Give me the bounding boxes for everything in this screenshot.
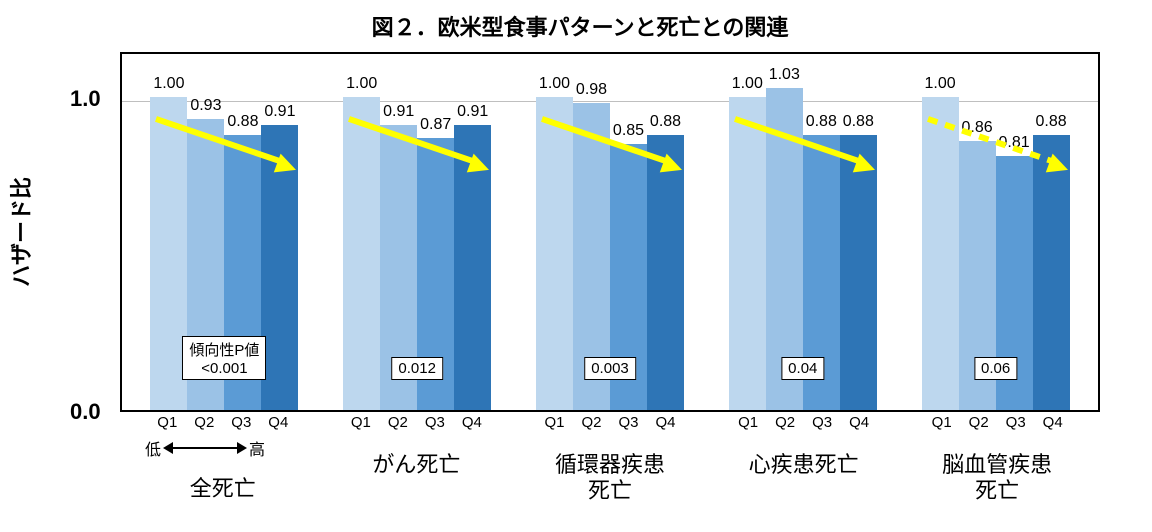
x-quartile-label: Q1: [923, 414, 960, 431]
x-quartile-label: Q4: [260, 414, 297, 431]
bar: 0.91: [261, 125, 298, 410]
bar: 1.00: [922, 97, 959, 410]
bars-row: 1.000.980.850.880.003: [536, 54, 684, 410]
bar: 0.88: [647, 135, 684, 410]
p-value-box: 0.04: [781, 357, 824, 380]
x-quartile-label: Q2: [573, 414, 610, 431]
x-quartile-label: Q1: [342, 414, 379, 431]
group-titles: 全死亡がん死亡循環器疾患死亡心疾患死亡脳血管疾患死亡: [120, 452, 1100, 505]
group-title: 心疾患死亡: [707, 452, 901, 505]
x-quartile-labels: Q1Q2Q3Q4Q1Q2Q3Q4Q1Q2Q3Q4Q1Q2Q3Q4Q1Q2Q3Q4: [120, 414, 1100, 431]
bar: 0.88: [840, 135, 877, 410]
bar-value-label: 0.88: [843, 113, 874, 131]
bar: 1.00: [729, 97, 766, 410]
bar: 1.00: [536, 97, 573, 410]
x-quartile-label: Q2: [767, 414, 804, 431]
y-tick-1: 1.0: [70, 86, 101, 112]
x-quartile-label: Q3: [416, 414, 453, 431]
bars-row: 1.001.030.880.880.04: [729, 54, 877, 410]
group-title: 全死亡: [126, 476, 320, 505]
bar-value-label: 0.91: [457, 103, 488, 121]
bar-value-label: 0.88: [227, 113, 258, 131]
bar: 0.91: [454, 125, 491, 410]
bar-value-label: 1.03: [769, 66, 800, 84]
plot-area-wrapper: ハザード比 1.0 0.0 1.000.930.880.91傾向性P値<0.00…: [50, 52, 1110, 412]
bar: 1.00: [343, 97, 380, 410]
x-quartile-label: Q4: [1034, 414, 1071, 431]
bar-groups: 1.000.930.880.91傾向性P値<0.0011.000.910.870…: [122, 54, 1098, 410]
bar-value-label: 0.91: [264, 103, 295, 121]
p-value-box: 0.06: [974, 357, 1017, 380]
x-quartile-label: Q1: [730, 414, 767, 431]
bar: 0.88: [1033, 135, 1070, 410]
group-title: 循環器疾患死亡: [513, 452, 707, 505]
x-quartile-group: Q1Q2Q3Q4: [513, 414, 707, 431]
x-quartile-label: Q2: [379, 414, 416, 431]
x-quartile-label: Q3: [804, 414, 841, 431]
bar-value-label: 0.88: [1036, 113, 1067, 131]
bar-group: 1.000.980.850.880.003: [514, 54, 707, 410]
bar-value-label: 0.87: [420, 116, 451, 134]
x-quartile-label: Q2: [186, 414, 223, 431]
x-quartile-group: Q1Q2Q3Q4: [320, 414, 514, 431]
x-quartile-group: Q1Q2Q3Q4: [126, 414, 320, 431]
x-quartile-label: Q4: [647, 414, 684, 431]
x-quartile-group: Q1Q2Q3Q4: [707, 414, 901, 431]
bar-value-label: 0.98: [576, 81, 607, 99]
group-title: 脳血管疾患死亡: [900, 452, 1094, 505]
bar-value-label: 1.00: [346, 75, 377, 93]
bar-value-label: 0.86: [962, 119, 993, 137]
x-quartile-label: Q3: [610, 414, 647, 431]
bar-value-label: 0.85: [613, 122, 644, 140]
x-quartile-group: Q1Q2Q3Q4: [900, 414, 1094, 431]
bar-group: 1.000.910.870.910.012: [321, 54, 514, 410]
chart-container: 図２．欧米型食事パターンと死亡との関連 ハザード比 1.0 0.0 1.000.…: [50, 10, 1110, 510]
bar-value-label: 1.00: [732, 75, 763, 93]
low-high-arrow-icon: [165, 447, 245, 449]
group-title: がん死亡: [320, 452, 514, 505]
bar-value-label: 0.91: [383, 103, 414, 121]
x-quartile-label: Q3: [223, 414, 260, 431]
y-axis-label: ハザード比: [4, 177, 36, 287]
p-value-box: 0.012: [391, 357, 443, 380]
chart-title: 図２．欧米型食事パターンと死亡との関連: [50, 10, 1110, 42]
y-tick-0: 0.0: [70, 399, 101, 425]
bar-value-label: 1.00: [539, 75, 570, 93]
x-quartile-label: Q1: [536, 414, 573, 431]
bar-group: 1.000.860.810.880.06: [899, 54, 1092, 410]
p-value-box: 傾向性P値<0.001: [182, 336, 266, 380]
x-quartile-label: Q3: [997, 414, 1034, 431]
x-quartile-label: Q4: [841, 414, 878, 431]
p-value-box: 0.003: [584, 357, 636, 380]
bar-group: 1.000.930.880.91傾向性P値<0.001: [128, 54, 321, 410]
bars-row: 1.000.930.880.91傾向性P値<0.001: [150, 54, 298, 410]
plot-area: 1.000.930.880.91傾向性P値<0.0011.000.910.870…: [120, 52, 1100, 412]
bar-value-label: 1.00: [153, 75, 184, 93]
bar-value-label: 1.00: [925, 75, 956, 93]
x-quartile-label: Q1: [149, 414, 186, 431]
bar-value-label: 0.93: [190, 97, 221, 115]
x-quartile-label: Q4: [453, 414, 490, 431]
bar-value-label: 0.88: [806, 113, 837, 131]
bars-row: 1.000.910.870.910.012: [343, 54, 491, 410]
bar-group: 1.001.030.880.880.04: [706, 54, 899, 410]
x-quartile-label: Q2: [960, 414, 997, 431]
bar-value-label: 0.81: [999, 134, 1030, 152]
bar-value-label: 0.88: [650, 113, 681, 131]
bars-row: 1.000.860.810.880.06: [922, 54, 1070, 410]
